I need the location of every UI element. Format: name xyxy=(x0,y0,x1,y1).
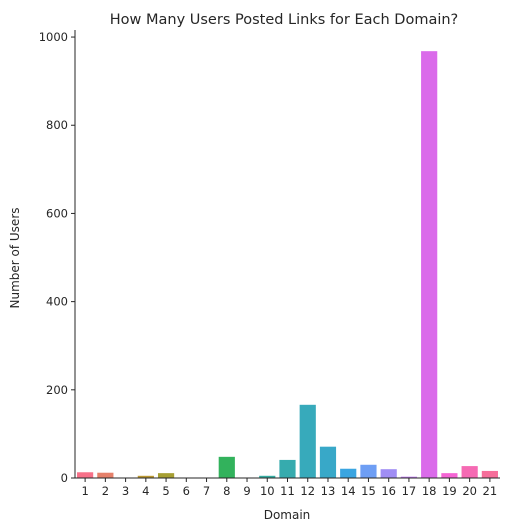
y-tick-label: 400 xyxy=(46,295,68,309)
y-axis-title: Number of Users xyxy=(8,207,22,308)
bar-domain-5 xyxy=(157,473,175,478)
bar-domain-14 xyxy=(340,468,357,478)
x-tick-label: 19 xyxy=(442,484,457,498)
x-ticks-group: 1 2 3 4 5 6 7 8 9 10 11 12 13 14 15 16 17 18 19 20 21 xyxy=(81,478,497,498)
bar-domain-1 xyxy=(77,472,94,478)
x-tick-label: 16 xyxy=(381,484,396,498)
x-tick-label: 3 xyxy=(122,484,129,498)
y-ticks-group: 0 200 400 600 800 1000 xyxy=(39,30,75,485)
bar-domain-13 xyxy=(319,446,337,478)
bar-domain-12 xyxy=(299,404,316,478)
x-tick-label: 11 xyxy=(280,484,295,498)
bar-domain-4 xyxy=(137,475,154,478)
bar-domain-11 xyxy=(279,459,296,478)
x-tick-label: 20 xyxy=(462,484,477,498)
x-tick-label: 5 xyxy=(162,484,169,498)
x-tick-label: 18 xyxy=(422,484,437,498)
x-tick-label: 8 xyxy=(223,484,230,498)
bar-domain-21 xyxy=(481,470,498,478)
x-tick-label: 17 xyxy=(402,484,417,498)
x-tick-label: 6 xyxy=(183,484,190,498)
x-tick-label: 14 xyxy=(341,484,356,498)
bar-domain-18 xyxy=(421,51,438,479)
bar-domain-15 xyxy=(360,464,377,478)
x-tick-label: 4 xyxy=(142,484,149,498)
x-tick-label: 13 xyxy=(321,484,336,498)
y-tick-label: 200 xyxy=(46,383,68,397)
y-tick-label: 600 xyxy=(46,206,68,220)
bar-domain-2 xyxy=(97,472,114,478)
x-tick-label: 21 xyxy=(483,484,498,498)
chart-title: How Many Users Posted Links for Each Dom… xyxy=(110,12,459,28)
bar-domain-19 xyxy=(441,473,458,478)
y-tick-label: 0 xyxy=(61,471,68,485)
bars-group xyxy=(77,51,498,479)
bar-domain-10 xyxy=(259,475,276,478)
x-axis-title: Domain xyxy=(264,508,311,522)
x-tick-label: 12 xyxy=(300,484,315,498)
x-tick-label: 1 xyxy=(81,484,88,498)
y-tick-label: 800 xyxy=(46,118,68,132)
y-tick-label: 1000 xyxy=(39,30,68,44)
x-tick-label: 9 xyxy=(243,484,250,498)
x-tick-label: 2 xyxy=(102,484,109,498)
bar-domain-8 xyxy=(218,456,235,478)
x-tick-label: 10 xyxy=(260,484,275,498)
bar-domain-16 xyxy=(380,469,397,478)
bar-domain-20 xyxy=(461,466,478,478)
x-tick-label: 7 xyxy=(203,484,210,498)
bar-domain-17 xyxy=(400,476,418,478)
x-tick-label: 15 xyxy=(361,484,376,498)
